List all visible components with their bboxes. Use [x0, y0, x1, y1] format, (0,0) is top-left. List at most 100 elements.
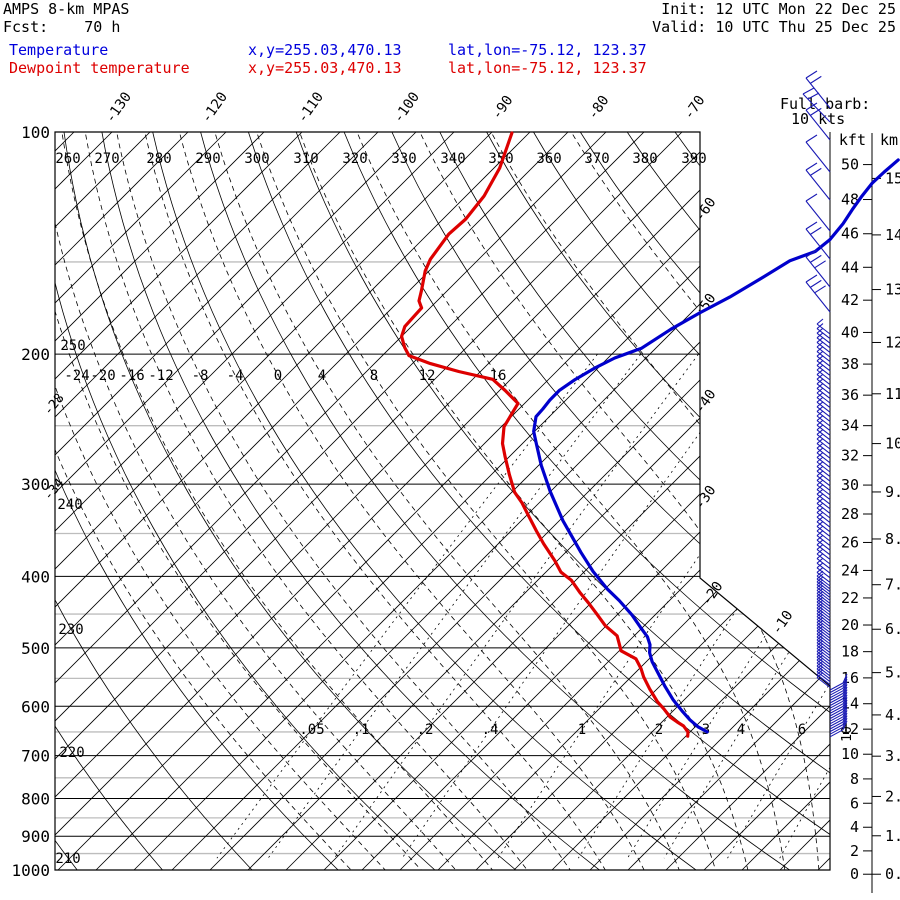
wind-barb-feather — [816, 557, 824, 564]
km-label: 4. — [885, 706, 900, 724]
wind-barb-staff — [802, 93, 831, 123]
moist-adiabat-line — [420, 134, 820, 870]
dry-adiabat-label: 300 — [244, 151, 269, 167]
km-axis-title: km — [880, 131, 898, 149]
wind-barb-feather — [816, 405, 824, 412]
wind-barb-feather — [805, 221, 818, 230]
dry-adiabat-label: 390 — [681, 151, 706, 167]
init-time: Init: 12 UTC Mon 22 Dec 25 — [661, 0, 896, 18]
moist-adiabat-line — [55, 134, 354, 870]
wind-barb-feather — [816, 336, 824, 343]
wind-barb-staff — [805, 109, 831, 141]
pressure-label: 800 — [21, 789, 50, 808]
mixing-ratio-line — [401, 353, 757, 859]
wind-barb-staff — [816, 452, 831, 464]
dry-adiabat-label: 340 — [440, 151, 465, 167]
wind-barb-feather — [816, 369, 824, 376]
wind-barb-feather — [816, 474, 824, 481]
wind-barb-staff — [816, 461, 831, 473]
moist-adiabat-label: -12 — [148, 368, 173, 384]
wind-barb-feather — [842, 712, 848, 723]
forecast-hour: Fcst: 70 h — [3, 18, 121, 36]
wind-barb-feather — [842, 684, 848, 694]
wind-barb-feather — [816, 465, 824, 472]
dry-adiabat-label: 350 — [488, 151, 513, 167]
wind-barb-staff — [816, 420, 831, 432]
wind-barb-feather — [842, 697, 848, 707]
isotherm-line — [55, 132, 417, 870]
wind-barb-feather — [816, 625, 824, 632]
kft-label: 50 — [841, 156, 859, 174]
wind-barb-feather — [816, 579, 824, 586]
wind-barb-feather — [816, 573, 824, 580]
mixing-ratio-line — [497, 353, 830, 859]
dry-adiabat-label: 250 — [60, 338, 85, 354]
wind-barb-feather — [810, 167, 822, 176]
mixing-ratio-label: .2 — [417, 722, 434, 738]
wind-barb-feather — [810, 279, 822, 288]
mixing-ratio-label: 6 — [798, 722, 806, 738]
isotherm-line — [55, 132, 683, 870]
moist-adiabat-line — [116, 134, 572, 870]
altitude-axes: kft km02468101214161820222426283032343638… — [839, 131, 900, 893]
isotherm-label-right: -20 — [699, 579, 727, 609]
wind-barb-staff — [816, 392, 831, 404]
wind-barb-staff — [829, 713, 844, 722]
moist-adiabat-label: -20 — [90, 368, 115, 384]
isotherm-line — [55, 132, 265, 870]
isotherm-line — [55, 132, 189, 870]
valid-time: Valid: 10 UTC Thu 25 Dec 25 — [652, 18, 896, 36]
wind-barb-staff — [829, 682, 844, 691]
dry-adiabat-label: 220 — [59, 745, 84, 761]
isotherm-line — [437, 132, 830, 870]
wind-barb-staff — [816, 355, 831, 367]
wind-barb-feather — [842, 681, 848, 692]
isotherm-label-top: -90 — [489, 93, 517, 123]
isotherm-label-right: -10 — [769, 608, 797, 638]
wind-barb-feather — [814, 260, 826, 269]
mixing-ratio-label: .4 — [482, 722, 499, 738]
dry-adiabat-label: 280 — [146, 151, 171, 167]
wind-barb-feather — [842, 673, 848, 684]
wind-barb-feather — [842, 715, 848, 725]
km-label: 11. — [885, 385, 900, 403]
mixing-ratio-label: 10 — [840, 726, 855, 742]
isotherm-line — [55, 132, 569, 870]
wind-barb-staff — [816, 346, 831, 358]
pressure-label: 400 — [21, 567, 50, 586]
dry-adiabat-line — [439, 132, 830, 870]
wind-barb-feather — [816, 543, 824, 550]
isotherm-line — [55, 132, 531, 870]
dry-adiabat-label: 330 — [391, 151, 416, 167]
dry-adiabat-line — [55, 132, 436, 870]
moist-adiabat-label: -4 — [227, 368, 244, 384]
mixing-ratio-label: 4 — [737, 722, 745, 738]
isotherm-line — [247, 132, 830, 870]
wind-barb-feather — [816, 672, 824, 678]
km-label: 9. — [885, 483, 900, 501]
isotherm-line — [55, 132, 303, 870]
moist-adiabat-line — [55, 134, 388, 870]
dry-adiabat-label: 240 — [57, 497, 82, 513]
kft-label: 4 — [850, 818, 859, 836]
wind-barb-staff — [829, 700, 844, 709]
barb-legend-value: 10 kts — [791, 110, 846, 128]
wind-barb-feather — [816, 332, 824, 339]
dry-adiabat-label: 310 — [293, 151, 318, 167]
mixing-ratio-line — [779, 353, 830, 859]
wind-barb-staff — [816, 525, 831, 537]
wind-barb-feather — [816, 576, 824, 583]
kft-label: 0 — [850, 865, 859, 883]
isotherm-line — [55, 132, 759, 870]
wind-barb-feather — [816, 590, 824, 597]
moist-adiabat-edge-label: -28 — [41, 391, 68, 419]
dewpoint-curve — [400, 131, 690, 738]
wind-barb-staff — [816, 548, 831, 560]
wind-barb-feather — [842, 707, 848, 718]
wind-barb-feather — [816, 525, 824, 532]
moist-adiabat-line — [300, 134, 749, 870]
barb-legend-icon — [802, 87, 831, 123]
wind-barb-feather — [810, 254, 822, 263]
kft-label: 38 — [841, 355, 859, 373]
